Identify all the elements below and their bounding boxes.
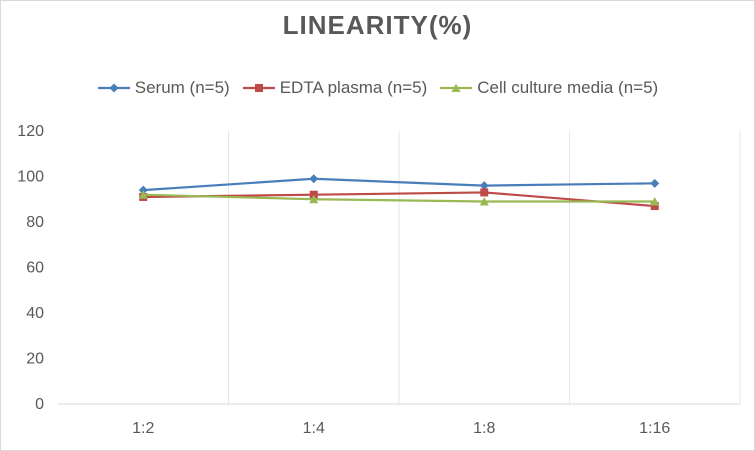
y-tick-label: 80	[26, 214, 44, 231]
legend-swatch-cell-culture-media	[440, 83, 473, 92]
y-tick-label: 100	[17, 169, 44, 186]
legend-swatch-marker	[254, 84, 263, 92]
y-tick-label: 20	[26, 351, 44, 368]
data-point-1-2	[480, 188, 489, 197]
x-tick-label: 1:16	[639, 420, 670, 437]
legend-swatch-marker	[451, 83, 461, 92]
x-tick-label: 1:2	[132, 420, 154, 437]
legend-swatch-marker	[109, 83, 119, 93]
legend-entry-cell-culture-media: Cell culture media (n=5)	[439, 78, 658, 98]
legend-swatch-serum	[97, 83, 130, 93]
y-tick-label: 0	[35, 396, 44, 413]
x-tick-label: 1:8	[473, 420, 495, 437]
legend-label-serum: Serum (n=5)	[134, 78, 230, 97]
series-line-1	[143, 191, 655, 208]
series-line-2	[143, 193, 655, 203]
legend-label-cell-culture-media: Cell culture media (n=5)	[477, 78, 659, 97]
legend-entry-serum: Serum (n=5)	[97, 78, 230, 98]
data-point-2-3	[650, 197, 660, 206]
data-point-0-1	[309, 174, 319, 184]
y-tick-label: 40	[26, 305, 44, 322]
legend: Serum (n=5) EDTA plasma (n=5) Cell cultu…	[0, 78, 755, 98]
legend-entry-edta-plasma: EDTA plasma (n=5)	[242, 78, 428, 98]
data-point-2-0	[138, 190, 148, 199]
data-point-0-2	[479, 181, 489, 191]
legend-swatch-edta-plasma	[242, 84, 275, 92]
data-point-2-2	[479, 197, 489, 206]
data-point-0-3	[650, 178, 660, 188]
y-tick-label: 120	[17, 123, 44, 140]
chart-title: LINEARITY(%)	[282, 10, 473, 40]
series-line-0	[143, 177, 655, 192]
legend-label-edta-plasma: EDTA plasma (n=5)	[279, 78, 428, 97]
x-tick-label: 1:4	[303, 420, 325, 437]
data-point-0-0	[138, 185, 148, 195]
data-point-2-1	[309, 194, 319, 204]
y-tick-label: 60	[26, 260, 44, 277]
data-point-1-1	[309, 190, 318, 199]
data-point-1-3	[650, 202, 659, 211]
